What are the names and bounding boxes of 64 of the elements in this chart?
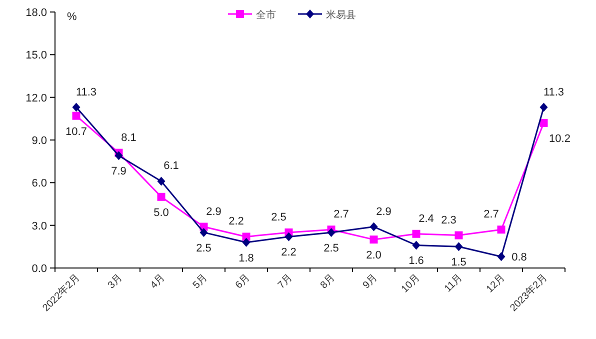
point bbox=[370, 236, 378, 244]
data-label: 2.3 bbox=[441, 214, 456, 226]
legend-label: 全市 bbox=[256, 9, 276, 21]
data-label: 7.9 bbox=[111, 166, 126, 178]
y-tick-label: 0.0 bbox=[32, 263, 47, 275]
data-label: 1.5 bbox=[451, 256, 466, 269]
point bbox=[157, 176, 166, 186]
x-tick-label: 9月 bbox=[361, 272, 380, 292]
x-tick-label: 12月 bbox=[484, 272, 508, 296]
point bbox=[540, 118, 548, 127]
data-label: 11.3 bbox=[76, 86, 97, 98]
x-tick-label: 11月 bbox=[442, 272, 465, 295]
data-label: 2.5 bbox=[324, 242, 339, 254]
data-label: 6.1 bbox=[164, 160, 179, 172]
data-label: 1.6 bbox=[408, 255, 424, 268]
point bbox=[497, 252, 506, 262]
point bbox=[327, 228, 336, 237]
y-tick-label: 6.0 bbox=[32, 178, 47, 190]
x-tick-label: 6月 bbox=[234, 272, 252, 292]
data-label: 10.2 bbox=[549, 132, 570, 145]
x-tick-label: 4月 bbox=[148, 272, 168, 292]
point bbox=[114, 151, 123, 160]
data-label: 2.4 bbox=[418, 212, 434, 225]
data-label: 2.2 bbox=[228, 216, 244, 228]
data-label: 2.9 bbox=[376, 206, 392, 218]
x-tick-label: 10月 bbox=[400, 272, 422, 296]
point bbox=[72, 102, 80, 112]
data-label: 2.9 bbox=[206, 206, 222, 218]
point bbox=[540, 102, 548, 112]
data-label: 2.7 bbox=[484, 208, 499, 221]
point bbox=[370, 222, 378, 232]
legend-label: 米易县 bbox=[326, 9, 356, 21]
data-label: 2.2 bbox=[281, 246, 296, 259]
data-label: 11.3 bbox=[543, 86, 564, 98]
data-label: 2.5 bbox=[271, 211, 286, 224]
point bbox=[412, 230, 420, 238]
data-label: 5.0 bbox=[154, 206, 169, 219]
y-tick-label: 12.0 bbox=[26, 92, 47, 104]
data-label: 2.0 bbox=[366, 250, 382, 262]
point bbox=[284, 232, 293, 242]
point bbox=[412, 240, 420, 250]
y-tick-label: 3.0 bbox=[32, 220, 47, 232]
point bbox=[497, 226, 506, 234]
y-tick-label: 9.0 bbox=[32, 135, 47, 147]
data-label: 2.7 bbox=[334, 208, 349, 221]
data-label: 10.7 bbox=[66, 126, 87, 138]
point bbox=[72, 112, 80, 120]
y-tick-label: 18.0 bbox=[26, 7, 47, 19]
data-label: 1.8 bbox=[238, 252, 254, 264]
data-label: 8.1 bbox=[121, 132, 136, 144]
y-tick-label: 15.0 bbox=[26, 50, 47, 62]
x-tick-label: 5月 bbox=[191, 272, 210, 292]
point bbox=[157, 192, 166, 201]
x-tick-label: 7月 bbox=[276, 272, 295, 292]
data-label: 2.5 bbox=[196, 242, 212, 254]
data-label: 0.8 bbox=[512, 252, 527, 264]
point bbox=[454, 231, 463, 240]
point bbox=[242, 232, 250, 241]
point bbox=[200, 228, 208, 237]
point bbox=[454, 242, 463, 252]
y-axis-title: % bbox=[67, 11, 77, 23]
x-tick-label: 3月 bbox=[106, 272, 125, 292]
point bbox=[242, 238, 250, 247]
x-tick-label: 8月 bbox=[318, 272, 338, 292]
